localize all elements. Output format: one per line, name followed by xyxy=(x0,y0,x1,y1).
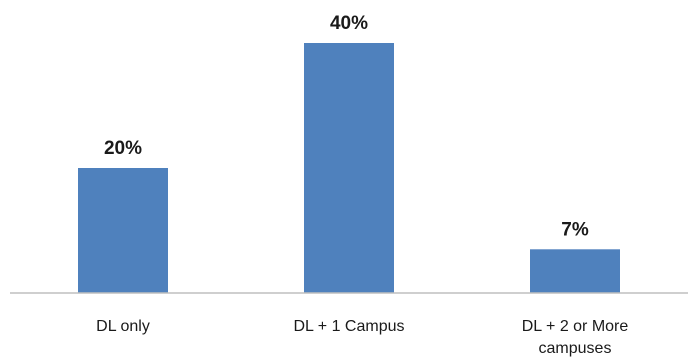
category-label-2: DL + 1 Campus xyxy=(293,318,404,335)
bar-1 xyxy=(78,168,168,293)
data-label-1: 20% xyxy=(104,138,142,159)
category-label-2-line-1: DL + 1 Campus xyxy=(293,318,404,335)
bar-3 xyxy=(530,249,620,294)
labels-layer: 20% 40% 7% xyxy=(104,13,589,240)
data-label-3: 7% xyxy=(561,219,589,240)
category-label-3: DL + 2 or More campuses xyxy=(522,318,629,357)
category-label-1-line-1: DL only xyxy=(96,318,150,335)
category-label-1: DL only xyxy=(96,318,150,335)
bar-2 xyxy=(304,43,394,293)
category-label-3-line-1: DL + 2 or More xyxy=(522,318,629,335)
bars-layer xyxy=(78,43,620,294)
data-label-2: 40% xyxy=(330,13,368,34)
category-label-3-line-2: campuses xyxy=(539,340,612,357)
category-labels: DL only DL + 1 Campus DL + 2 or More campus… xyxy=(96,318,628,357)
